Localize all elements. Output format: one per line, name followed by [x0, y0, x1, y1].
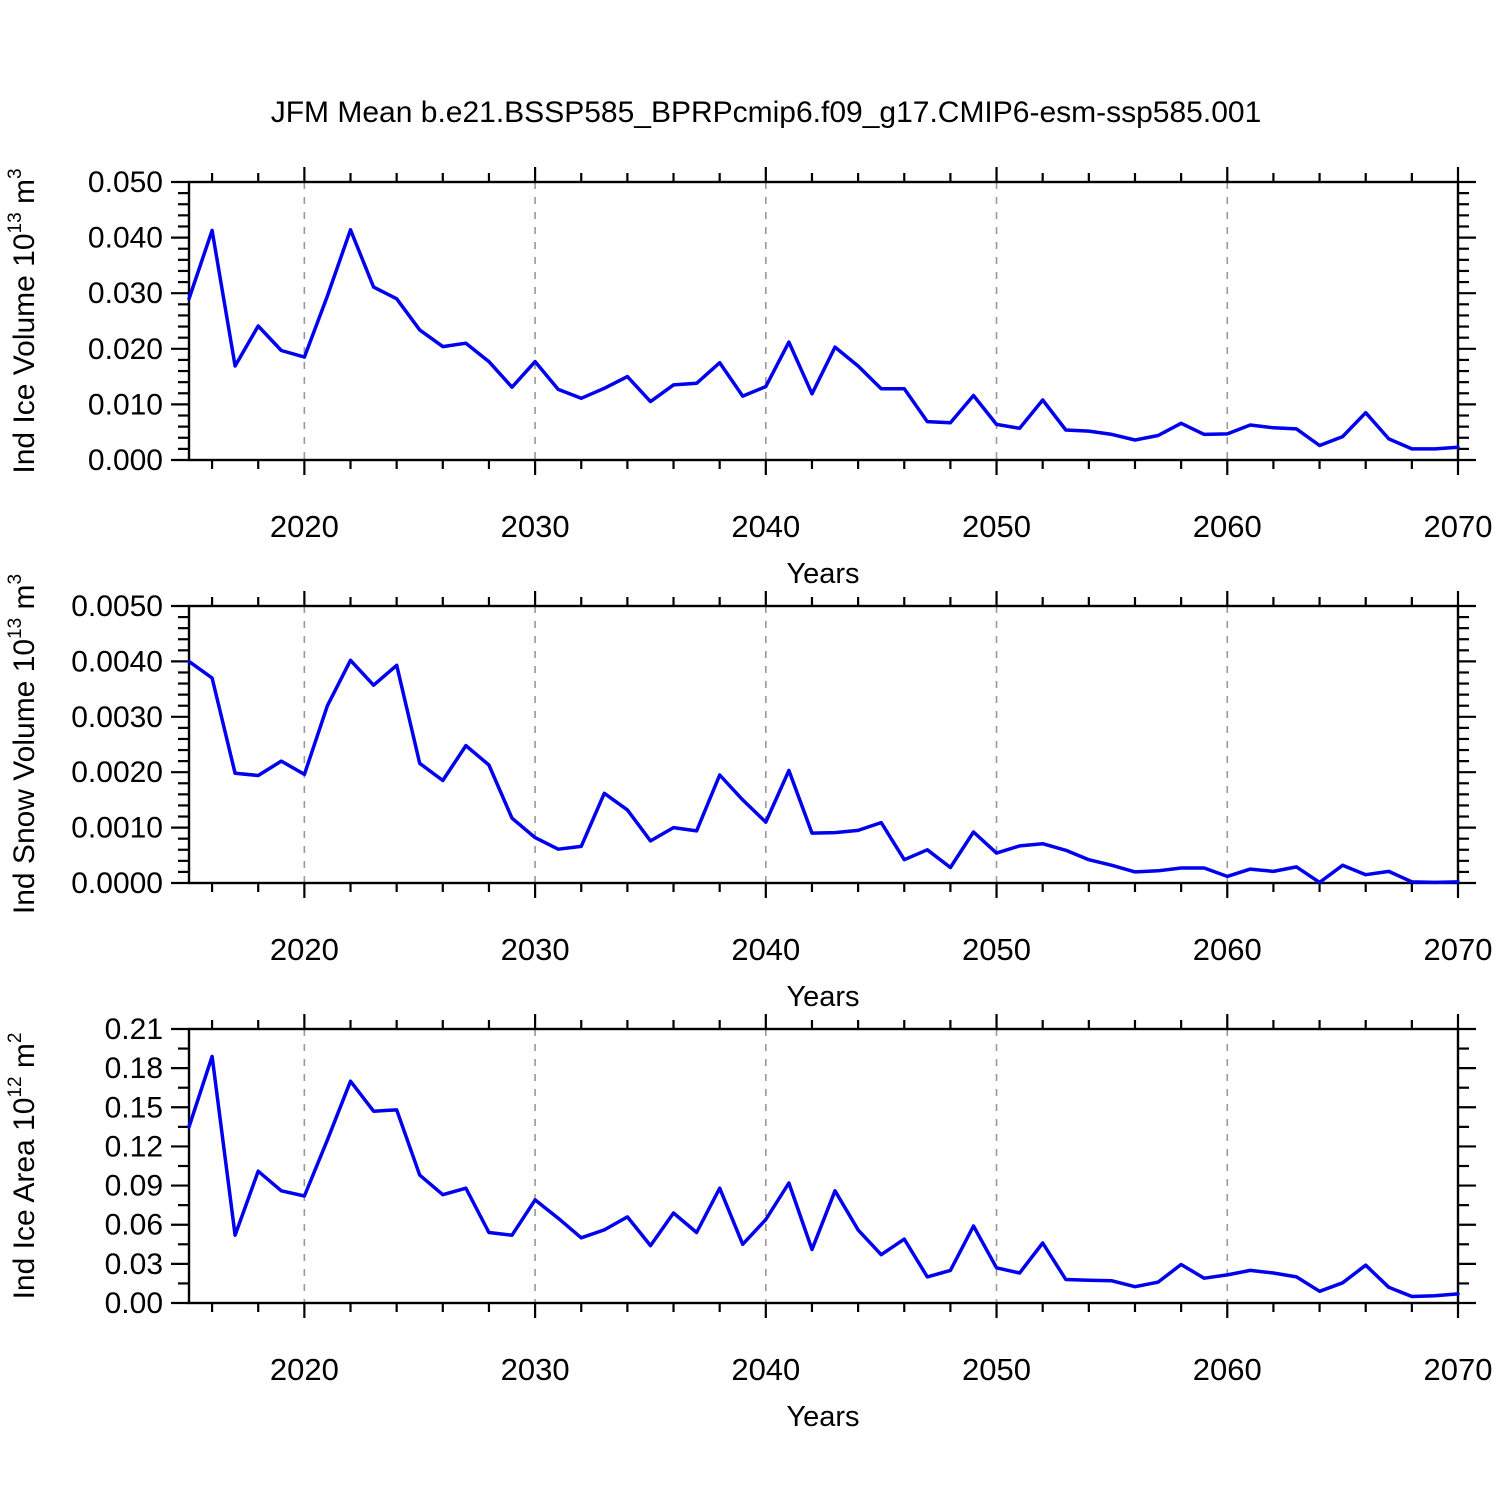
y-tick-label: 0.0030 [71, 701, 163, 734]
x-tick-label: 2040 [731, 932, 800, 967]
x-tick-label: 2020 [270, 1352, 339, 1387]
y-label-unit-exponent: 2 [5, 1033, 26, 1044]
x-tick-label: 2030 [501, 509, 570, 544]
y-label-text: Ind Ice Volume 10 [8, 233, 41, 473]
y-tick-label: 0.00 [105, 1287, 163, 1320]
y-tick-label: 0.21 [105, 1013, 163, 1046]
y-tick-label: 0.0000 [71, 867, 163, 900]
y-label-exponent: 13 [5, 212, 26, 233]
chart-title: JFM Mean b.e21.BSSP585_BPRPcmip6.f09_g17… [271, 96, 1262, 129]
y-tick-label: 0.09 [105, 1170, 163, 1203]
x-tick-label: 2030 [501, 1352, 570, 1387]
x-ticks [210, 591, 1460, 898]
y-tick-label: 0.18 [105, 1052, 163, 1085]
y-label-unit-exponent: 3 [5, 168, 26, 179]
y-tick-label: 0.0010 [71, 812, 163, 845]
x-tick-label: 2020 [270, 932, 339, 967]
y-tick-label: 0.040 [88, 222, 163, 255]
panel2-y-axis-label: Ind Snow Volume 1013 m3 [5, 574, 41, 914]
x-tick-label: 2040 [731, 1352, 800, 1387]
y-tick-label: 0.15 [105, 1091, 163, 1124]
x-tick-label: 2060 [1193, 1352, 1262, 1387]
y-tick-label: 0.000 [88, 444, 163, 477]
x-tick-label: 2070 [1424, 509, 1493, 544]
y-ticks [171, 604, 1476, 885]
plot-frame [187, 604, 1460, 885]
x-tick-label: 2030 [501, 932, 570, 967]
y-tick-label: 0.12 [105, 1130, 163, 1163]
plot-frame [187, 180, 1460, 462]
x-ticks [210, 1014, 1460, 1318]
y-label-exponent: 13 [5, 618, 26, 639]
y-tick-label: 0.010 [88, 388, 163, 421]
y-tick-label: 0.06 [105, 1209, 163, 1242]
panel3-y-axis-label: Ind Ice Area 1012 m2 [5, 1033, 41, 1300]
y-tick-label: 0.030 [88, 277, 163, 310]
x-tick-label: 2060 [1193, 509, 1262, 544]
y-tick-label: 0.03 [105, 1248, 163, 1281]
x-ticks [210, 167, 1460, 475]
x-tick-label: 2070 [1424, 1352, 1493, 1387]
x-tick-label: 2050 [962, 509, 1031, 544]
x-tick-label: 2050 [962, 932, 1031, 967]
y-ticks [171, 180, 1476, 462]
y-label-unit: m [8, 584, 41, 617]
x-tick-label: 2070 [1424, 932, 1493, 967]
y-label-text: Ind Ice Area 10 [8, 1098, 41, 1300]
y-label-text: Ind Snow Volume 10 [8, 639, 41, 914]
y-tick-label: 0.0050 [71, 590, 163, 623]
y-label-unit-exponent: 3 [5, 574, 26, 585]
data-line-3 [187, 1054, 1460, 1299]
panel-2: 0.0000 0.0010 0.0020 0.0030 0.0040 0.0050 2020… [71, 590, 1492, 967]
data-line-1 [187, 228, 1460, 451]
x-tick-label: 2050 [962, 1352, 1031, 1387]
x-tick-label: 2020 [270, 509, 339, 544]
y-tick-label: 0.0020 [71, 756, 163, 789]
data-line-2 [187, 658, 1460, 885]
y-tick-label: 0.0040 [71, 645, 163, 678]
x-tick-label: 2040 [731, 509, 800, 544]
y-label-exponent: 12 [5, 1076, 26, 1097]
y-tick-label: 0.050 [88, 166, 163, 199]
panel2-x-axis-title: Years [786, 981, 859, 1013]
panel3-x-axis-title: Years [786, 1401, 859, 1433]
y-tick-label: 0.020 [88, 333, 163, 366]
y-label-unit: m [8, 179, 41, 212]
panel-1: 0.000 0.010 0.020 0.030 0.040 0.050 2020 2030 20… [88, 166, 1493, 544]
panel1-x-axis-title: Years [786, 558, 859, 590]
y-ticks [171, 1027, 1476, 1305]
x-tick-label: 2060 [1193, 932, 1262, 967]
panels-root: 0.000 0.010 0.020 0.030 0.040 0.050 2020 2030 20… [71, 166, 1492, 1387]
panel1-y-axis-label: Ind Ice Volume 1013 m3 [5, 168, 41, 473]
panel-3: 0.00 0.03 0.06 0.09 0.12 0.15 0.18 0.21 2020 2030… [105, 1013, 1493, 1387]
y-label-unit: m [8, 1043, 41, 1076]
